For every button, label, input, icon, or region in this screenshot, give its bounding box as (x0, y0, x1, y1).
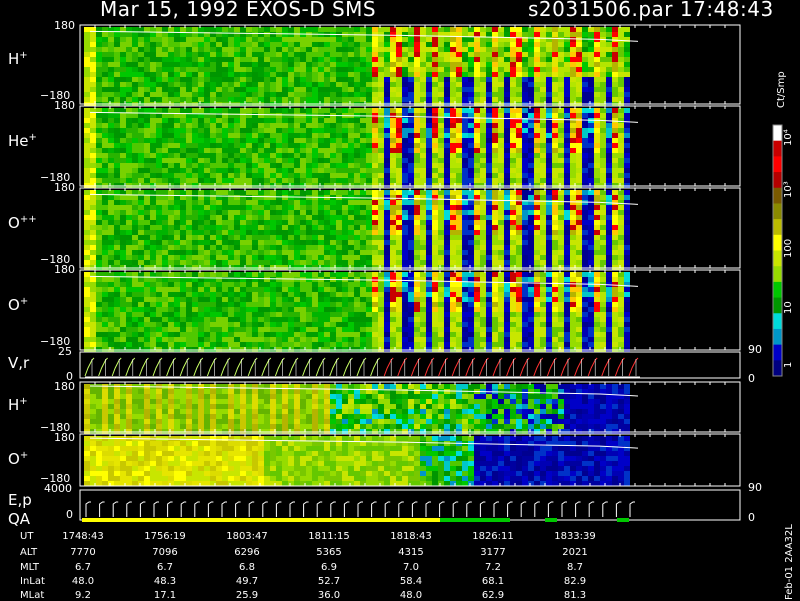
footer-value-mlt: 7.2 (458, 562, 528, 573)
footer-value-alt: 5365 (294, 547, 364, 558)
colorbar-segment (773, 345, 782, 361)
footer-label-inlat: InLat (20, 576, 45, 587)
footer-value-mlat: 48.0 (376, 590, 446, 601)
y-tick-label: 180 (54, 19, 75, 32)
colorbar-segment (773, 329, 782, 345)
panel-h-plus-low-cells (84, 384, 630, 434)
qa-bar-yellow (82, 518, 442, 522)
footer-value-inlat: 48.0 (48, 576, 118, 587)
panel-label-o-plus: O+ (8, 296, 28, 314)
colorbar-segment (773, 172, 782, 188)
colorbar-label-1e3: 10³ (783, 181, 794, 198)
footer-label-alt: ALT (20, 547, 37, 558)
footer-value-ut: 1833:39 (540, 531, 610, 542)
colorbar-label-1e4: 10⁴ (783, 129, 794, 146)
y-tick-label: 180 (54, 263, 75, 276)
colorbar-segment (773, 251, 782, 267)
footer-value-alt: 4315 (376, 547, 446, 558)
footer-value-inlat: 48.3 (130, 576, 200, 587)
colorbar-segment (773, 203, 782, 219)
colorbar-label-100: 100 (783, 239, 794, 258)
colorbar-segment (773, 125, 782, 141)
footer-value-alt: 6296 (212, 547, 282, 558)
panel-label-ep: E,p (8, 491, 32, 509)
colorbar-segment (773, 141, 782, 157)
footer-value-inlat: 49.7 (212, 576, 282, 587)
colorbar-segment (773, 298, 782, 314)
panel-o-plus-plus-cells (84, 190, 630, 270)
right-tick-label: 0 (748, 511, 755, 524)
panel-o-plus-cells (84, 272, 630, 352)
y-tick-label: 180 (54, 99, 75, 112)
footer-label-mlt: MLT (20, 562, 39, 573)
footer-value-ut: 1748:43 (48, 531, 118, 542)
colorbar-label-10: 10 (783, 301, 794, 314)
panel-label-o-plus-low: O+ (8, 450, 28, 468)
footer-value-mlt: 6.7 (48, 562, 118, 573)
footer-value-inlat: 68.1 (458, 576, 528, 587)
y-tick-label: 25 (58, 345, 72, 358)
footer-value-mlt: 7.0 (376, 562, 446, 573)
footer-value-ut: 1756:19 (130, 531, 200, 542)
panel-label-h-plus-low: H+ (8, 396, 28, 414)
footer-label-ut: UT (20, 531, 33, 542)
panel-ep-frame (80, 490, 740, 520)
footer-value-alt: 2021 (540, 547, 610, 558)
footer-value-ut: 1803:47 (212, 531, 282, 542)
panel-label-o-plus-plus: O++ (8, 214, 37, 232)
right-tick-label: 90 (748, 481, 762, 494)
colorbar-segment (773, 235, 782, 251)
footer-value-alt: 7770 (48, 547, 118, 558)
panel-label-qa: QA (8, 510, 30, 528)
footer-value-mlat: 62.9 (458, 590, 528, 601)
footer-value-mlat: 25.9 (212, 590, 282, 601)
panel-he-plus-cells (84, 108, 630, 188)
panel-h-plus-cells (84, 27, 630, 107)
panel-label-h-plus: H+ (8, 50, 28, 68)
panel-label-vr: V,r (8, 354, 29, 372)
footer-value-inlat: 82.9 (540, 576, 610, 587)
footer-value-alt: 3177 (458, 547, 528, 558)
footer-value-inlat: 58.4 (376, 576, 446, 587)
footer-value-ut: 1818:43 (376, 531, 446, 542)
footer-value-mlat: 81.3 (540, 590, 610, 601)
footer-value-mlt: 8.7 (540, 562, 610, 573)
footer-value-mlat: 9.2 (48, 590, 118, 601)
colorbar-segment (773, 156, 782, 172)
y-tick-label: 0 (66, 508, 73, 521)
footer-value-ut: 1811:15 (294, 531, 364, 542)
footer-value-mlt: 6.7 (130, 562, 200, 573)
footer-value-alt: 7096 (130, 547, 200, 558)
footer-value-mlat: 36.0 (294, 590, 364, 601)
footer-value-mlt: 6.9 (294, 562, 364, 573)
panel-vr-frame (80, 352, 740, 378)
footer-label-mlat: MLat (20, 590, 44, 601)
footer-value-ut: 1826:11 (458, 531, 528, 542)
colorbar-segment (773, 360, 782, 376)
y-tick-label: 180 (54, 380, 75, 393)
footer-value-mlat: 17.1 (130, 590, 200, 601)
footer-value-mlt: 6.8 (212, 562, 282, 573)
panel-o-plus-low-cells (84, 436, 630, 486)
qa-bar-green (545, 518, 557, 522)
side-id-label: Feb-01 2AA32L (784, 524, 795, 600)
colorbar-segment (773, 313, 782, 329)
colorbar-segment (773, 282, 782, 298)
footer-value-inlat: 52.7 (294, 576, 364, 587)
colorbar-segment (773, 188, 782, 204)
y-tick-label: 180 (54, 431, 75, 444)
right-tick-label: 0 (748, 372, 755, 385)
qa-bar-green (440, 518, 510, 522)
colorbar-segment (773, 266, 782, 282)
y-tick-label: 4000 (44, 482, 72, 495)
colorbar-segment (773, 219, 782, 235)
colorbar-label-1: 1 (783, 362, 794, 368)
colorbar-unit-label: Ct/Smp (776, 71, 787, 108)
y-tick-label: 180 (54, 181, 75, 194)
right-tick-label: 90 (748, 343, 762, 356)
panel-label-he-plus: He+ (8, 132, 37, 150)
qa-bar-green (617, 518, 629, 522)
